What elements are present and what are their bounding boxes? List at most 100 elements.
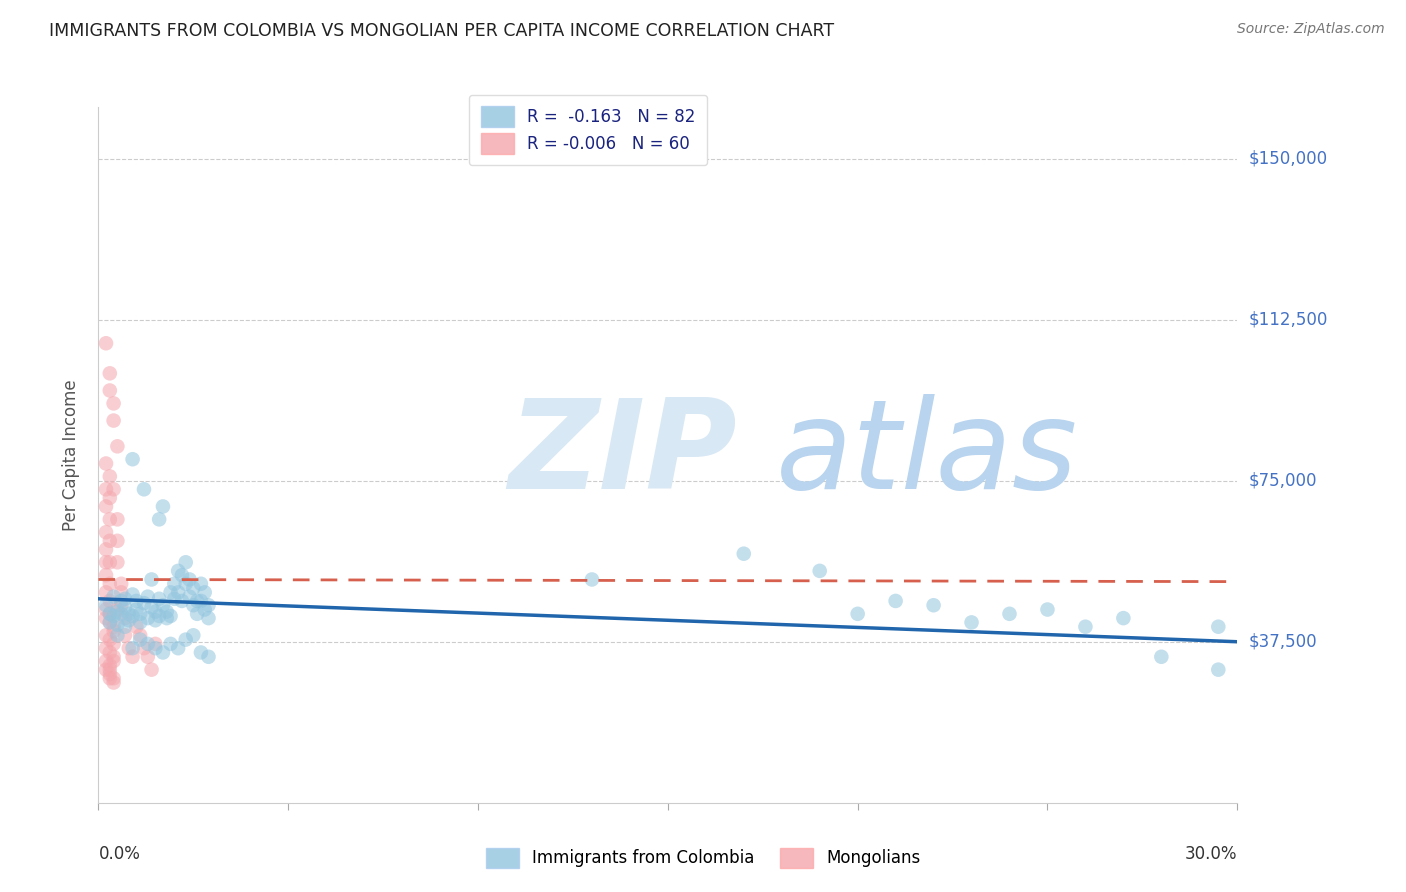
Point bbox=[94, 602, 117, 616]
Point bbox=[110, 594, 132, 608]
Point bbox=[98, 658, 121, 673]
Point bbox=[148, 609, 170, 624]
Point bbox=[152, 500, 174, 514]
Point bbox=[98, 576, 121, 591]
Point bbox=[94, 336, 117, 351]
Point bbox=[94, 483, 117, 497]
Point bbox=[183, 599, 205, 613]
Point bbox=[110, 576, 132, 591]
Point bbox=[114, 600, 136, 615]
Point bbox=[107, 605, 129, 619]
Point bbox=[998, 607, 1021, 621]
Point bbox=[94, 555, 117, 569]
Point bbox=[107, 602, 129, 616]
Point bbox=[136, 590, 159, 604]
Point bbox=[125, 620, 148, 634]
Point bbox=[156, 605, 179, 619]
Point bbox=[125, 594, 148, 608]
Point bbox=[136, 637, 159, 651]
Point bbox=[884, 594, 907, 608]
Point bbox=[132, 641, 155, 656]
Point bbox=[121, 641, 143, 656]
Point bbox=[141, 663, 163, 677]
Point bbox=[1208, 620, 1230, 634]
Point bbox=[132, 596, 155, 610]
Point bbox=[190, 576, 212, 591]
Point bbox=[114, 611, 136, 625]
Point bbox=[148, 512, 170, 526]
Point bbox=[159, 609, 181, 624]
Point bbox=[103, 396, 125, 410]
Point bbox=[183, 581, 205, 595]
Point bbox=[1112, 611, 1135, 625]
Point bbox=[1150, 649, 1173, 664]
Point bbox=[174, 555, 197, 569]
Point bbox=[103, 413, 125, 427]
Point bbox=[98, 607, 121, 621]
Point bbox=[129, 607, 152, 621]
Point bbox=[94, 585, 117, 599]
Point bbox=[136, 649, 159, 664]
Point bbox=[179, 573, 201, 587]
Point bbox=[98, 367, 121, 381]
Point bbox=[94, 641, 117, 656]
Point bbox=[103, 620, 125, 634]
Point bbox=[98, 555, 121, 569]
Point bbox=[197, 611, 219, 625]
Point bbox=[94, 525, 117, 540]
Point bbox=[163, 576, 186, 591]
Point bbox=[141, 600, 163, 615]
Point bbox=[114, 591, 136, 606]
Point bbox=[103, 590, 125, 604]
Legend: Immigrants from Colombia, Mongolians: Immigrants from Colombia, Mongolians bbox=[479, 841, 927, 875]
Point bbox=[98, 645, 121, 659]
Point bbox=[152, 599, 174, 613]
Point bbox=[110, 607, 132, 621]
Point bbox=[103, 609, 125, 624]
Legend: R =  -0.163   N = 82, R = -0.006   N = 60: R = -0.163 N = 82, R = -0.006 N = 60 bbox=[470, 95, 707, 165]
Point bbox=[107, 533, 129, 548]
Point bbox=[129, 632, 152, 647]
Point bbox=[94, 628, 117, 642]
Text: 0.0%: 0.0% bbox=[98, 845, 141, 863]
Point bbox=[107, 555, 129, 569]
Point bbox=[174, 632, 197, 647]
Point bbox=[121, 452, 143, 467]
Point bbox=[197, 649, 219, 664]
Point bbox=[194, 585, 217, 599]
Point bbox=[94, 663, 117, 677]
Point bbox=[733, 547, 755, 561]
Text: $112,500: $112,500 bbox=[1249, 310, 1327, 328]
Point bbox=[125, 602, 148, 616]
Text: 30.0%: 30.0% bbox=[1185, 845, 1237, 863]
Point bbox=[145, 613, 167, 627]
Point bbox=[103, 671, 125, 685]
Point bbox=[170, 568, 193, 582]
Point bbox=[98, 615, 121, 630]
Point bbox=[159, 585, 181, 599]
Point bbox=[152, 645, 174, 659]
Point bbox=[107, 512, 129, 526]
Point bbox=[107, 617, 129, 632]
Point bbox=[98, 632, 121, 647]
Point bbox=[107, 439, 129, 453]
Point bbox=[167, 641, 190, 656]
Point bbox=[186, 594, 208, 608]
Point bbox=[159, 637, 181, 651]
Point bbox=[98, 512, 121, 526]
Point bbox=[190, 645, 212, 659]
Point bbox=[103, 483, 125, 497]
Point bbox=[174, 576, 197, 591]
Point bbox=[141, 573, 163, 587]
Point bbox=[145, 605, 167, 619]
Point bbox=[183, 628, 205, 642]
Point bbox=[110, 599, 132, 613]
Point bbox=[1036, 602, 1059, 616]
Point bbox=[136, 611, 159, 625]
Point bbox=[98, 533, 121, 548]
Text: $37,500: $37,500 bbox=[1249, 632, 1317, 651]
Point bbox=[170, 594, 193, 608]
Point bbox=[167, 564, 190, 578]
Point bbox=[110, 585, 132, 599]
Point bbox=[121, 609, 143, 624]
